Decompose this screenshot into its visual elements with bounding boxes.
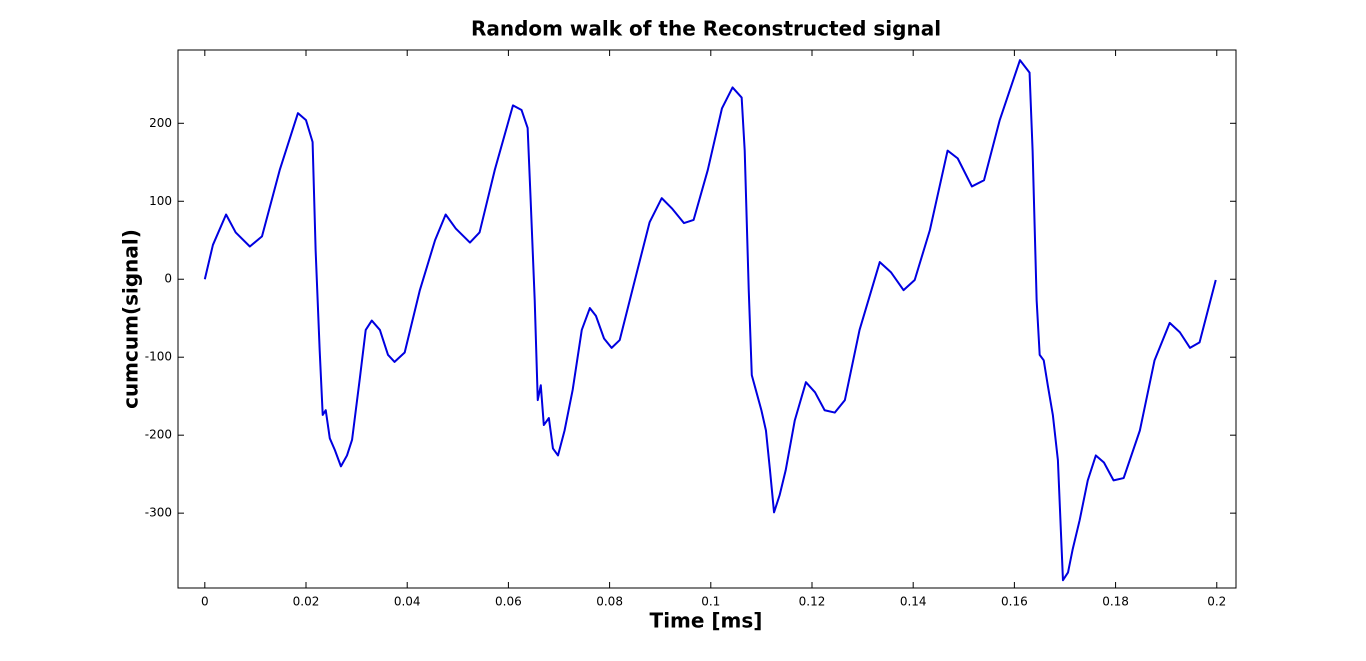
x-tick-label: 0.16 — [1001, 595, 1028, 609]
x-tick-label: 0.12 — [799, 595, 826, 609]
x-tick-label: 0.2 — [1207, 595, 1226, 609]
y-tick-label: -300 — [145, 506, 172, 520]
x-tick-label: 0.02 — [293, 595, 320, 609]
x-tick-label: 0.04 — [394, 595, 421, 609]
y-axis-label: cumcum(signal) — [119, 229, 143, 409]
x-tick-label: 0 — [201, 595, 209, 609]
plot-area — [177, 49, 1237, 589]
x-tick-label: 0.18 — [1102, 595, 1129, 609]
signal-line — [203, 59, 1217, 582]
x-tick-label: 0.06 — [495, 595, 522, 609]
y-tick-label: 0 — [164, 272, 172, 286]
y-tick-label: -200 — [145, 428, 172, 442]
y-tick-label: 100 — [149, 194, 172, 208]
y-tick-label: -100 — [145, 350, 172, 364]
chart-title: Random walk of the Reconstructed signal — [471, 17, 941, 41]
x-tick-label: 0.1 — [701, 595, 720, 609]
y-tick-label: 200 — [149, 116, 172, 130]
x-axis-label: Time [ms] — [650, 609, 763, 633]
x-tick-label: 0.14 — [900, 595, 927, 609]
x-tick-label: 0.08 — [596, 595, 623, 609]
